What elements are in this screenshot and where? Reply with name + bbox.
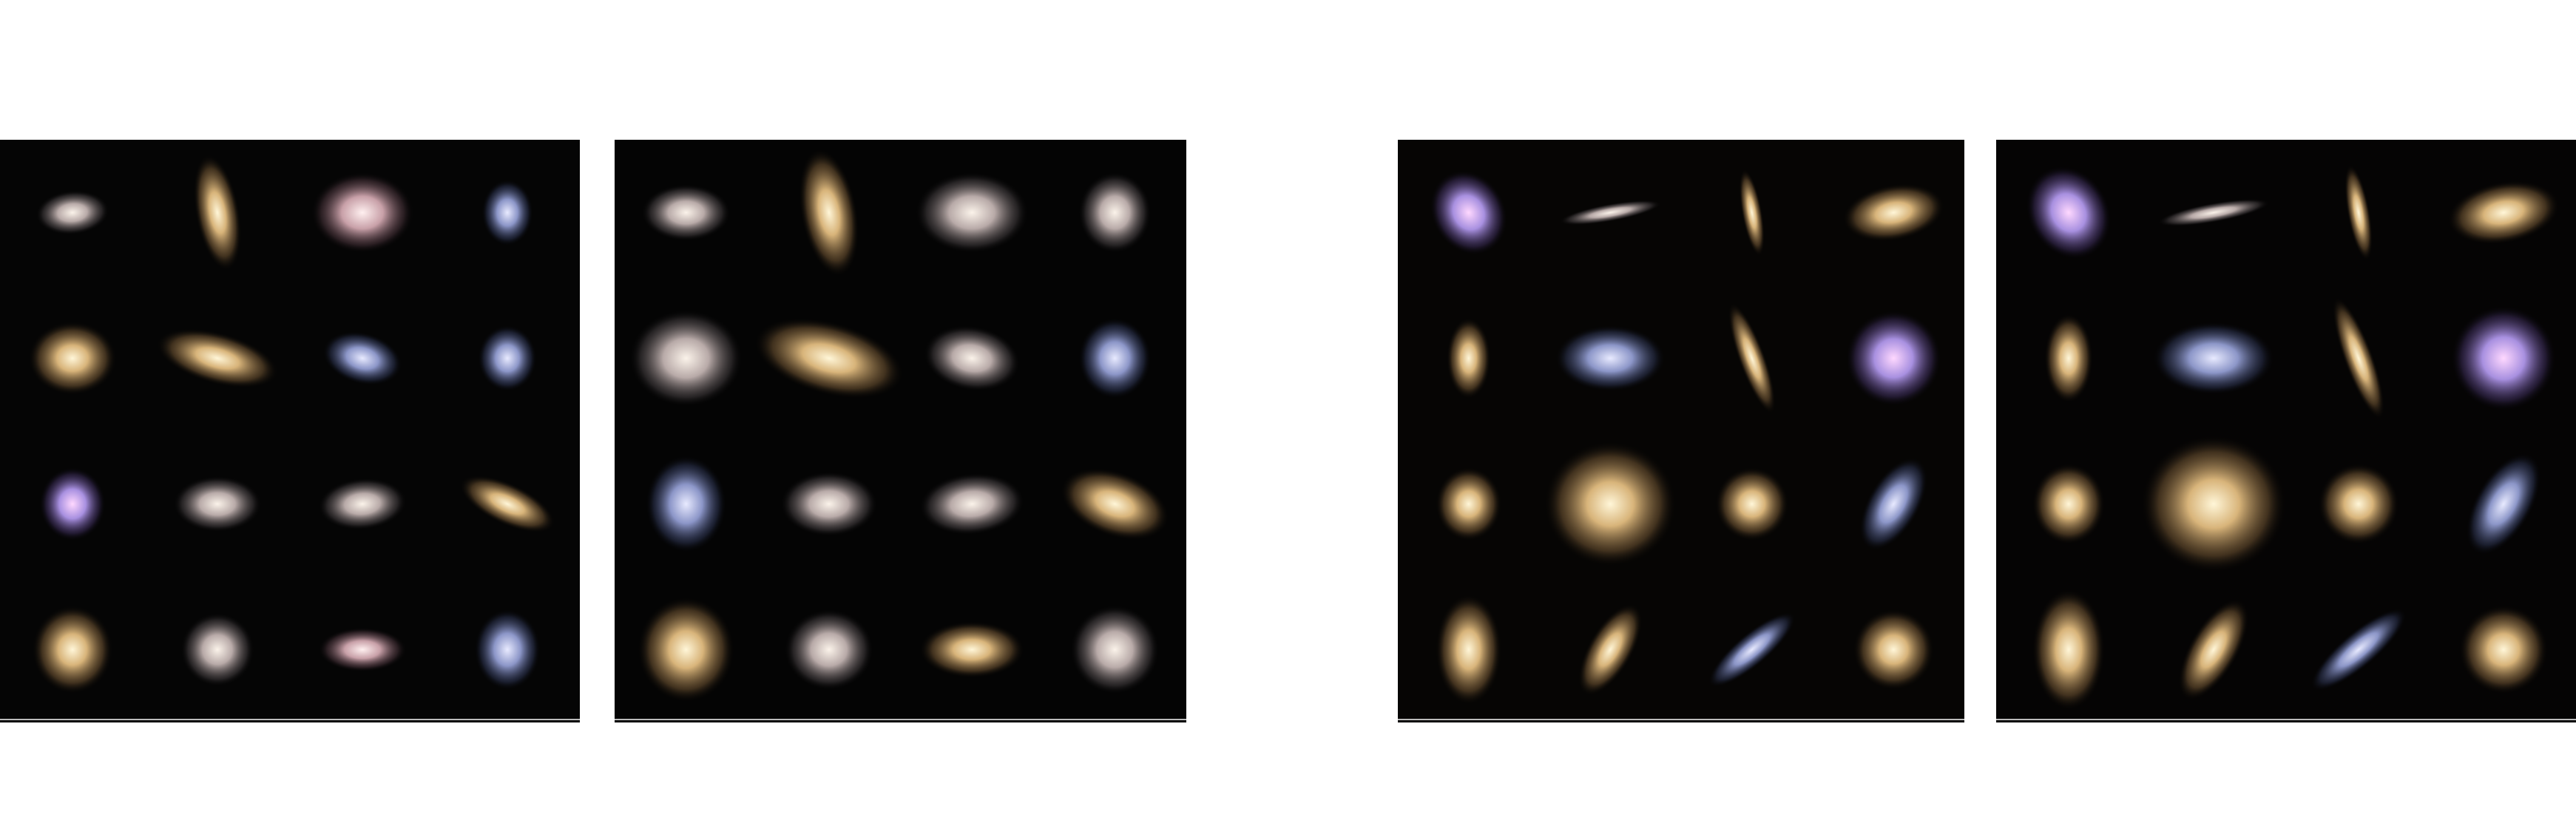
galaxy <box>915 172 1030 254</box>
galaxy <box>318 627 407 672</box>
galaxy <box>1555 325 1666 392</box>
galaxy <box>1069 605 1160 694</box>
galaxy <box>481 179 533 246</box>
galaxy <box>1544 441 1677 567</box>
galaxy <box>322 331 402 386</box>
galaxy <box>784 609 874 691</box>
galaxy <box>754 317 905 399</box>
galaxy <box>156 328 279 388</box>
galaxy <box>1842 183 1945 242</box>
galaxy <box>1446 317 1491 399</box>
galaxy <box>39 467 106 541</box>
galaxy <box>1578 603 1643 696</box>
galaxy <box>32 605 113 694</box>
galaxy <box>637 597 735 703</box>
galaxy <box>2310 608 2407 691</box>
galaxy <box>478 325 537 392</box>
galaxy <box>1739 169 1765 257</box>
galaxy <box>2458 605 2549 694</box>
galaxy <box>318 478 407 530</box>
galaxy <box>2032 589 2106 711</box>
galaxy <box>780 471 878 537</box>
galaxy <box>629 309 743 407</box>
galaxy <box>1078 172 1152 254</box>
galaxy <box>2447 180 2560 245</box>
galaxy <box>923 325 1021 392</box>
galaxy <box>1845 310 1942 407</box>
galaxy <box>2344 164 2373 261</box>
galaxy <box>641 184 731 241</box>
galaxy <box>193 154 242 271</box>
galaxy <box>2032 463 2106 545</box>
galaxy <box>311 172 414 254</box>
galaxy <box>2044 314 2093 403</box>
galaxy <box>1430 169 1508 256</box>
galaxy <box>2318 463 2399 545</box>
galaxy <box>474 609 541 691</box>
galaxy <box>1435 594 1502 705</box>
galaxy <box>2178 598 2249 701</box>
galaxy <box>798 148 859 277</box>
galaxy <box>2026 166 2112 260</box>
galaxy <box>645 455 727 553</box>
galaxy <box>1859 457 1928 551</box>
galaxy <box>1559 200 1662 226</box>
galaxy <box>2450 305 2557 411</box>
galaxy <box>1728 302 1776 414</box>
galaxy <box>459 475 555 533</box>
galaxy <box>2332 297 2385 420</box>
galaxy <box>36 190 109 235</box>
galaxy <box>2466 453 2541 555</box>
galaxy <box>1078 317 1152 399</box>
galaxy <box>919 621 1025 678</box>
galaxy <box>1060 467 1170 541</box>
galaxy <box>2157 198 2270 227</box>
galaxy <box>1708 612 1796 688</box>
galaxy <box>1714 467 1789 541</box>
galaxy <box>2140 435 2287 573</box>
galaxy <box>1435 467 1502 541</box>
galaxy <box>2152 322 2275 395</box>
galaxy <box>1853 609 1935 691</box>
galaxy <box>919 473 1025 535</box>
galaxy <box>180 612 254 687</box>
galaxy <box>173 475 262 532</box>
galaxy <box>28 321 117 396</box>
